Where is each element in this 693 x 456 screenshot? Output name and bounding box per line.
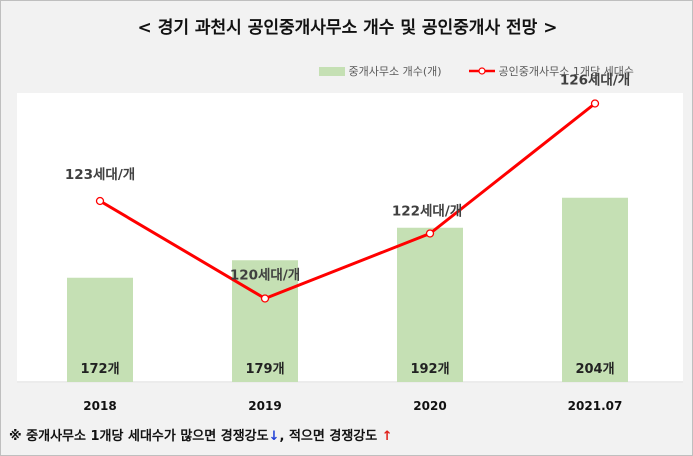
legend-item-bar: 중개사무소 개수(개)	[319, 63, 442, 79]
footnote: ※ 중개사무소 1개당 세대수가 많으면 경쟁강도↓, 적으면 경쟁강도 ↑	[9, 425, 393, 444]
bar-data-label: 192개	[410, 362, 449, 377]
x-tick-label: 2018	[83, 399, 116, 413]
footnote-text-1: ※ 중개사무소 1개당 세대수가 많으면 경쟁강도	[9, 429, 269, 444]
arrow-up-icon: ↑	[381, 429, 393, 444]
line-point	[95, 196, 105, 206]
legend-label-bar: 중개사무소 개수(개)	[348, 65, 442, 78]
line-data-label: 120세대/개	[230, 268, 300, 284]
legend-label-line: 공인중개사무소 1개당 세대수	[498, 65, 634, 78]
bar-data-label: 172개	[80, 362, 119, 377]
arrow-down-icon: ↓	[268, 429, 280, 444]
line-point	[425, 229, 435, 238]
bar	[232, 260, 298, 382]
legend-swatch-bar	[319, 66, 345, 76]
line-data-label: 122세대/개	[392, 204, 462, 220]
x-tick-label: 2019	[248, 399, 281, 413]
line-point	[260, 294, 270, 303]
bar-data-label: 179개	[245, 362, 284, 377]
chart-title: < 경기 과천시 공인중개사무소 개수 및 공인중개사 전망 >	[137, 18, 558, 38]
bar-data-label: 204개	[575, 362, 614, 377]
legend-item-line: 공인중개사무소 1개당 세대수	[469, 63, 634, 79]
line-point	[590, 99, 600, 108]
legend-swatch-line	[469, 67, 495, 75]
chart-svg: 172개 179개 192개 204개 123세대/개 120세대/개 122세대/개 126…	[17, 73, 683, 413]
bar	[397, 227, 463, 382]
line-data-label: 123세대/개	[65, 167, 135, 183]
x-tick-label: 2021.07	[568, 399, 623, 413]
bar	[67, 277, 133, 382]
bar	[562, 197, 628, 382]
series-line	[99, 102, 596, 300]
x-tick-label: 2020	[413, 399, 446, 413]
line-data-label: 126세대/개	[560, 73, 630, 89]
footnote-text-2: , 적으면 경쟁강도	[279, 429, 378, 444]
